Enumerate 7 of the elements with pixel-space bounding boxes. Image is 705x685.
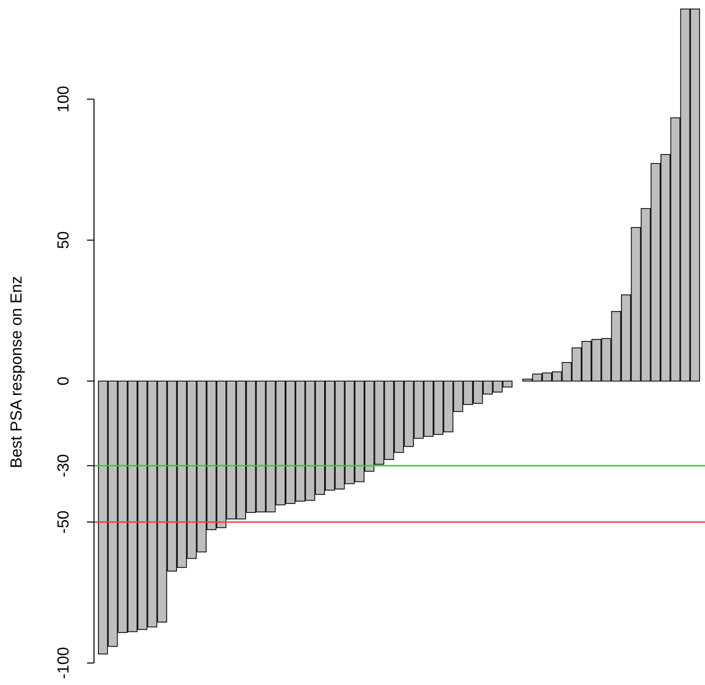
y-tick-label: 50 — [56, 231, 72, 250]
y-tick-label: 0 — [56, 376, 72, 386]
y-tick-label: 100 — [56, 86, 72, 113]
y-axis-title: Best PSA response on Enz — [8, 276, 26, 468]
y-tick-label: -100 — [56, 646, 72, 680]
y-tick-label: -50 — [56, 510, 72, 534]
y-tick-label: -30 — [56, 454, 72, 478]
